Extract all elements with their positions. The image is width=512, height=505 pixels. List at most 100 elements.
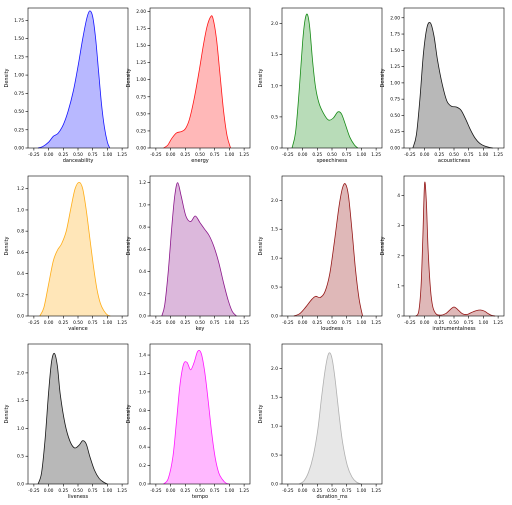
- y-tick-label: 0.00: [390, 146, 400, 152]
- x-tick-label: 0.25: [58, 320, 68, 326]
- y-tick-label: 1.2: [139, 180, 146, 186]
- x-tick-label: 0.50: [327, 152, 337, 158]
- y-axis-label: Density: [126, 404, 132, 423]
- y-tick-label: 1.2: [139, 371, 146, 377]
- y-tick-label: 1.0: [17, 207, 24, 213]
- x-tick-label: 0.75: [464, 320, 474, 326]
- y-tick-label: 0.5: [17, 454, 24, 460]
- x-tick-label: 0.50: [327, 320, 337, 326]
- y-tick-label: 1.50: [136, 43, 146, 49]
- y-axis-label: Density: [380, 236, 386, 255]
- y-tick-label: 0.75: [136, 94, 146, 100]
- y-tick-label: 2.00: [136, 9, 146, 15]
- y-tick-label: 0.50: [390, 113, 400, 119]
- density-area: [293, 183, 363, 316]
- y-tick-label: 0.5: [271, 285, 278, 291]
- x-tick-label: 0.00: [298, 320, 308, 326]
- y-tick-label: 1.25: [390, 64, 400, 70]
- x-tick-label: 1.00: [103, 320, 113, 326]
- y-tick-label: 1.0: [271, 256, 278, 262]
- density-area: [163, 350, 230, 484]
- y-tick-label: 1.50: [390, 48, 400, 54]
- y-tick-label: 1.0: [139, 389, 146, 395]
- x-tick-label: 0.50: [73, 488, 83, 494]
- y-tick-label: 1.0: [271, 424, 278, 430]
- subplot-tempo: -0.25 0.00 0.25 0.50 0.75 1.00 1.25 0.0 0.2 0.4 0.…: [126, 343, 251, 500]
- x-tick-label: -0.25: [28, 488, 40, 494]
- y-tick-label: 1.75: [14, 18, 24, 24]
- x-tick-label: 1.00: [225, 320, 235, 326]
- density-curve: [37, 10, 111, 149]
- y-tick-label: 1.75: [390, 32, 400, 38]
- y-tick-label: 0.0: [17, 314, 24, 320]
- density-area: [412, 22, 493, 149]
- x-tick-label: 1.00: [479, 320, 489, 326]
- y-axis-label: Density: [126, 236, 132, 255]
- x-tick-label: 0.00: [44, 320, 54, 326]
- y-tick-label: 0.5: [271, 453, 278, 459]
- y-tick-label: 0.0: [271, 314, 278, 320]
- x-tick-label: -0.25: [282, 320, 294, 326]
- y-tick-label: 0.50: [14, 109, 24, 115]
- x-tick-label: 0.25: [180, 488, 190, 494]
- y-tick-label: 1.0: [139, 202, 146, 208]
- subplot-acousticness: -0.25 0.00 0.25 0.50 0.75 1.00 1.25 0.00 0.25 0.5…: [380, 7, 505, 164]
- y-tick-label: 0.4: [17, 271, 24, 277]
- y-tick-label: 1.0: [17, 426, 24, 432]
- x-tick-label: 0.00: [298, 152, 308, 158]
- axes-frame: [403, 175, 505, 317]
- x-tick-label: 1.25: [493, 320, 503, 326]
- y-tick-label: 0.2: [17, 292, 24, 298]
- density-curve: [163, 15, 231, 149]
- y-tick-label: 2.0: [271, 21, 278, 27]
- y-tick-label: 0: [397, 314, 400, 320]
- x-tick-label: -0.25: [150, 488, 162, 494]
- y-tick-label: 0.00: [14, 146, 24, 152]
- y-tick-label: 0.2: [139, 291, 146, 297]
- y-axis-label: Density: [380, 68, 386, 87]
- x-tick-label: 0.50: [327, 488, 337, 494]
- x-tick-label: 0.50: [449, 320, 459, 326]
- y-tick-label: 1.00: [390, 80, 400, 86]
- subplot-duration_ms: -0.25 0.00 0.25 0.50 0.75 1.00 1.25 0.0 0.5 1.0 1.…: [258, 343, 383, 500]
- density-area: [38, 10, 110, 149]
- density-curve: [291, 13, 359, 149]
- x-tick-label: 1.25: [371, 320, 381, 326]
- x-tick-label: 0.00: [166, 152, 176, 158]
- y-axis-label: Density: [258, 236, 264, 255]
- x-tick-label: 1.25: [371, 152, 381, 158]
- y-tick-label: 1.25: [14, 54, 24, 60]
- x-tick-label: 0.25: [434, 320, 444, 326]
- y-tick-label: 2.0: [271, 366, 278, 372]
- x-tick-label: 1.00: [357, 320, 367, 326]
- x-axis-label: energy: [191, 158, 208, 164]
- density-area: [38, 353, 108, 484]
- x-axis-label: tempo: [192, 494, 208, 500]
- x-tick-label: -0.25: [28, 152, 40, 158]
- x-axis-label: speechiness: [317, 158, 348, 164]
- x-tick-label: 0.25: [312, 320, 322, 326]
- y-axis-label: Density: [4, 404, 10, 423]
- subplot-loudness: -0.25 0.00 0.25 0.50 0.75 1.00 1.25 0.0 0.5 1.0 1.…: [258, 175, 383, 332]
- y-tick-label: 0.0: [271, 146, 278, 152]
- x-tick-label: 0.25: [312, 488, 322, 494]
- y-tick-label: 1.25: [136, 60, 146, 66]
- x-tick-label: 1.25: [117, 152, 127, 158]
- y-tick-label: 2.0: [271, 198, 278, 204]
- density-curve: [37, 352, 108, 485]
- y-tick-label: 0.6: [139, 426, 146, 432]
- x-tick-label: 1.25: [117, 320, 127, 326]
- y-tick-label: 0.25: [390, 129, 400, 135]
- x-tick-label: 1.00: [479, 152, 489, 158]
- density-curve: [39, 181, 111, 317]
- density-curve: [163, 349, 230, 485]
- y-tick-label: 0.0: [139, 314, 146, 320]
- y-tick-label: 1.5: [17, 398, 24, 404]
- density-area: [299, 352, 362, 484]
- y-tick-label: 0.0: [17, 482, 24, 488]
- density-area: [292, 13, 358, 148]
- y-tick-label: 3: [397, 223, 400, 229]
- density-curve: [161, 182, 237, 317]
- x-tick-label: 0.25: [180, 152, 190, 158]
- x-tick-label: 0.50: [449, 152, 459, 158]
